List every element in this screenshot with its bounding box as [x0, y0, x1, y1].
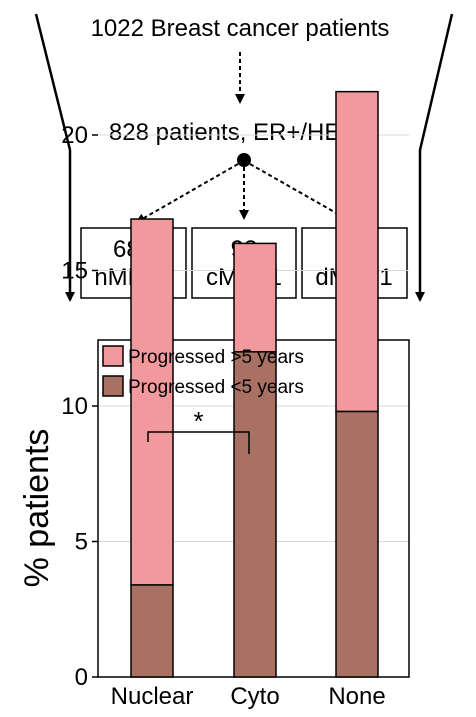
bar-nuclear-series-0	[130, 584, 174, 678]
bar-none-series-0	[335, 410, 379, 678]
y-tick-label: 20	[61, 122, 88, 149]
bar-nuclear-series-1	[130, 218, 174, 586]
y-axis-ticks: 0 5 10 15 20	[61, 122, 98, 691]
bars	[130, 90, 379, 678]
arrow-to-dmlh1	[249, 163, 354, 223]
bar-chart: 0 5 10 15 20 Nuclear Cyto None * Progressed >5…	[18, 90, 410, 710]
significance-bracket	[147, 431, 250, 454]
bar-cyto-series-0	[233, 351, 277, 678]
funnel-left-line	[34, 13, 75, 302]
middle-label: 828 patients, ER+/HER2-	[109, 119, 379, 146]
y-tick-label: 0	[75, 664, 88, 691]
legend-label: Progressed >5 years	[128, 347, 304, 368]
bar-cyto-series-1	[233, 242, 277, 353]
y-axis-label: % patients	[18, 429, 56, 588]
bar-none-series-1	[335, 90, 379, 413]
y-tick-label: 5	[75, 529, 88, 556]
y-tick-label: 10	[61, 393, 88, 420]
x-axis-labels: Nuclear Cyto None	[111, 683, 386, 710]
legend-swatch	[102, 375, 124, 397]
significance-star: *	[193, 406, 203, 436]
legend-label: Progressed <5 years	[128, 377, 304, 398]
funnel-right-line	[415, 13, 454, 302]
y-tick-label: 15	[61, 258, 88, 285]
branch-node	[237, 153, 251, 167]
significance-annotation: *	[147, 406, 250, 454]
legend: Progressed >5 years Progressed <5 years	[102, 345, 304, 398]
x-tick-label: Nuclear	[111, 683, 194, 710]
arrow-to-nmlh1	[135, 163, 239, 223]
x-tick-label: None	[328, 683, 385, 710]
legend-swatch	[102, 345, 124, 367]
x-tick-label: Cyto	[230, 683, 279, 710]
top-label: 1022 Breast cancer patients	[91, 15, 390, 42]
